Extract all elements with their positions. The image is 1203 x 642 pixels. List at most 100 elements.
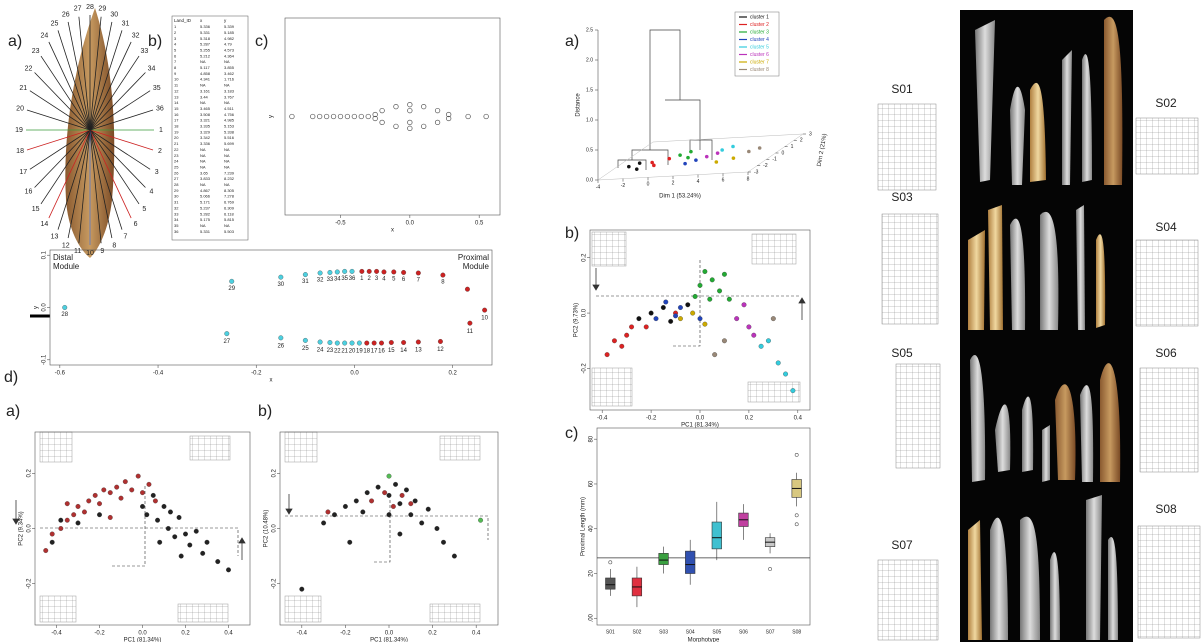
landmark-label: 1 <box>159 127 163 134</box>
point <box>464 286 470 292</box>
legend-label: cluster 5 <box>750 44 769 50</box>
point-label: 3 <box>375 276 379 282</box>
table-cell: 5.175 <box>200 217 211 222</box>
point <box>356 340 362 346</box>
point <box>720 148 724 152</box>
table-cell: NA <box>224 182 230 187</box>
point <box>611 338 617 344</box>
point <box>478 517 484 523</box>
table-cell: NA <box>224 153 230 158</box>
y-tick-label: -0.2 <box>582 363 588 374</box>
morphotype-label: S05 <box>891 346 913 360</box>
point <box>178 553 184 559</box>
table-cell: 5.338 <box>224 129 235 134</box>
y-tick-label: 0.2 <box>272 469 278 478</box>
panel-label: b) <box>148 33 162 50</box>
y-tick-label: 0.2 <box>27 469 33 478</box>
point <box>726 296 732 302</box>
table-cell: 3.44 <box>200 94 209 99</box>
x-tick-label: S02 <box>632 629 641 635</box>
point <box>366 268 372 274</box>
landmark-ray <box>89 129 123 230</box>
landmark-ray <box>89 129 146 188</box>
table-cell: 3.342 <box>200 135 211 140</box>
legend-label: cluster 8 <box>750 67 769 73</box>
point <box>747 149 751 154</box>
table-cell: 10 <box>174 77 179 82</box>
table-cell: 5.287 <box>200 42 211 47</box>
table-cell: 5.153 <box>224 124 235 129</box>
table-cell: 9 <box>174 71 177 76</box>
point <box>176 515 182 520</box>
point <box>790 388 796 394</box>
table-cell: 23 <box>174 153 179 158</box>
point <box>129 487 135 493</box>
landmark-ray <box>26 109 91 131</box>
dendrogram <box>617 29 713 170</box>
table-cell: 33 <box>174 211 179 216</box>
point-label: 17 <box>371 349 378 355</box>
table-cell: 3.465 <box>200 106 211 111</box>
panel-label: b) <box>565 225 579 242</box>
point <box>200 550 206 556</box>
point <box>397 531 403 537</box>
point <box>379 119 385 126</box>
point-label: 31 <box>302 279 309 285</box>
point <box>734 316 740 322</box>
x-tick-label: -2 <box>621 183 626 189</box>
point <box>375 484 381 490</box>
point <box>71 512 77 518</box>
x-tick-label: 0.4 <box>794 416 803 422</box>
landmark-ray <box>67 129 91 239</box>
annotation: Module <box>463 262 490 271</box>
point <box>712 352 718 358</box>
table-cell: 26 <box>174 170 179 175</box>
point <box>161 503 167 509</box>
table-cell: 3 <box>174 36 177 41</box>
point <box>359 268 365 274</box>
point-label: 27 <box>223 339 230 345</box>
table-cell: 5.336 <box>200 24 211 29</box>
point-label: 16 <box>378 349 385 355</box>
table-cell: 4.573 <box>224 47 235 52</box>
landmark-ray <box>89 30 123 131</box>
landmark-ray <box>29 129 91 170</box>
point <box>717 288 723 294</box>
point <box>122 479 128 485</box>
point <box>636 316 642 322</box>
panel-label: b) <box>258 403 272 420</box>
y-tick-label: .00 <box>589 613 595 622</box>
landmark-ray <box>57 129 91 230</box>
point <box>721 338 727 344</box>
point-label: 29 <box>228 286 235 292</box>
table-cell: NA <box>224 147 230 152</box>
point <box>193 528 199 534</box>
table-cell: 31 <box>174 200 179 205</box>
table-cell: NA <box>200 100 206 105</box>
table-cell: 20 <box>174 135 179 140</box>
point <box>715 151 720 155</box>
point <box>364 340 370 346</box>
point <box>451 553 457 559</box>
point <box>337 113 344 120</box>
x-axis-label: PC1 (81.34%) <box>124 638 162 642</box>
point <box>327 340 333 345</box>
y-tick-label: -0.1 <box>42 354 48 365</box>
point <box>302 337 308 343</box>
arrows <box>12 268 806 560</box>
point <box>144 512 150 518</box>
annotation: Proximal <box>458 253 489 262</box>
x-tick-label: 0.0 <box>350 371 359 377</box>
table-cell: NA <box>224 59 230 64</box>
table-cell: 7.278 <box>224 194 235 199</box>
landmark-ray <box>89 129 113 239</box>
point <box>393 103 399 110</box>
point <box>58 517 64 523</box>
point <box>353 498 359 504</box>
table-cell: 2 <box>174 30 177 35</box>
landmark-label: 16 <box>25 188 33 195</box>
table-cell: 5.339 <box>224 24 235 29</box>
point <box>408 501 414 507</box>
table-cell: 36 <box>174 229 179 234</box>
